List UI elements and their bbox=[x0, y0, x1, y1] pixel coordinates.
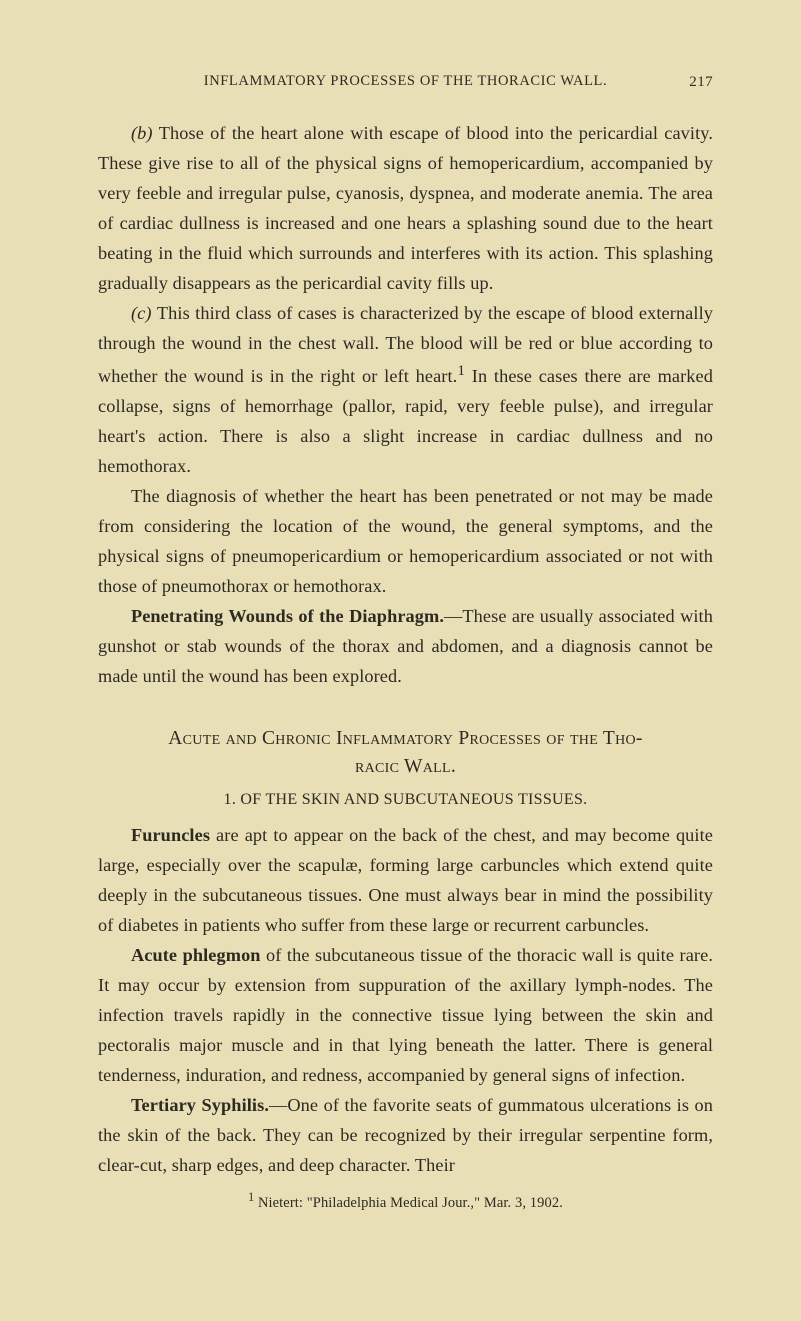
running-head-text: INFLAMMATORY PROCESSES OF THE THORACIC W… bbox=[204, 73, 607, 89]
paragraph-phlegmon-text: of the subcutaneous tissue of the thorac… bbox=[98, 945, 713, 1085]
lead-furuncles: Furuncles bbox=[131, 825, 210, 845]
section-subhead: 1. OF THE SKIN AND SUBCUTANEOUS TISSUES. bbox=[98, 787, 713, 813]
paragraph-c: (c) This third class of cases is charact… bbox=[98, 298, 713, 481]
lead-syphilis: Tertiary Syphilis. bbox=[131, 1095, 269, 1115]
running-head: INFLAMMATORY PROCESSES OF THE THORACIC W… bbox=[98, 70, 713, 94]
section-title-line-1: Acute and Chronic Inflammatory Processes… bbox=[168, 728, 642, 749]
paragraph-marker-c: (c) bbox=[131, 303, 157, 323]
footnote-text: Nietert: "Philadelphia Medical Jour.," M… bbox=[254, 1194, 563, 1210]
lead-penetrating-wounds: Penetrating Wounds of the Diaphragm. bbox=[131, 606, 444, 626]
footnote-ref-1: 1 bbox=[457, 362, 465, 379]
scanned-page: INFLAMMATORY PROCESSES OF THE THORACIC W… bbox=[0, 0, 801, 1321]
paragraph-furuncles: Furuncles are apt to appear on the back … bbox=[98, 820, 713, 940]
lead-phlegmon: Acute phlegmon bbox=[131, 945, 261, 965]
section-title: Acute and Chronic Inflammatory Processes… bbox=[98, 725, 713, 782]
paragraph-syphilis: Tertiary Syphilis.—One of the favorite s… bbox=[98, 1090, 713, 1180]
paragraph-diagnosis-text: The diagnosis of whether the heart has b… bbox=[98, 486, 713, 596]
paragraph-b-text: Those of the heart alone with escape of … bbox=[98, 123, 713, 293]
footnote: 1 Nietert: "Philadelphia Medical Jour.,"… bbox=[98, 1188, 713, 1216]
paragraph-marker-b: (b) bbox=[131, 123, 159, 143]
paragraph-penetrating-wounds: Penetrating Wounds of the Diaphragm.—The… bbox=[98, 601, 713, 691]
paragraph-phlegmon: Acute phlegmon of the subcutaneous tissu… bbox=[98, 940, 713, 1090]
paragraph-diagnosis: The diagnosis of whether the heart has b… bbox=[98, 481, 713, 601]
section-title-line-2: racic Wall. bbox=[355, 756, 456, 777]
page-number: 217 bbox=[689, 70, 713, 95]
paragraph-b: (b) Those of the heart alone with escape… bbox=[98, 118, 713, 298]
section-subhead-text: 1. OF THE SKIN AND SUBCUTANEOUS TISSUES. bbox=[224, 791, 588, 808]
